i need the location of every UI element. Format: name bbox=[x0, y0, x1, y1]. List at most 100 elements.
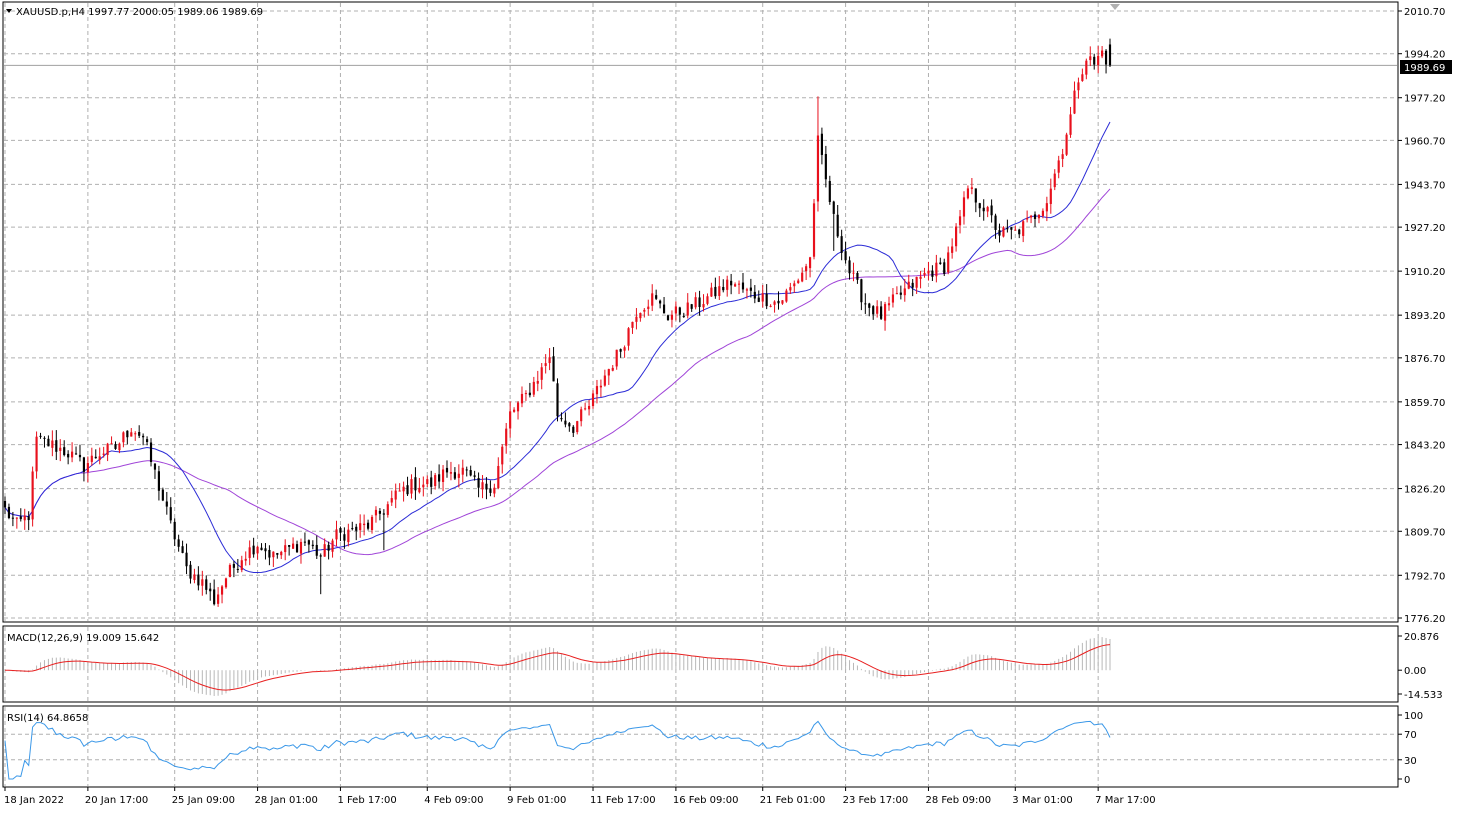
price-tick-label: 1859.70 bbox=[1404, 398, 1445, 409]
candle-body bbox=[280, 551, 283, 556]
candle-body bbox=[185, 552, 188, 567]
candle-body bbox=[331, 540, 334, 552]
candle-body bbox=[939, 262, 942, 264]
candle-body bbox=[169, 507, 172, 521]
candle-body bbox=[686, 302, 689, 316]
candle-body bbox=[264, 548, 267, 552]
ma-slow-line bbox=[4, 188, 1111, 556]
candle-body bbox=[19, 516, 22, 520]
candle-body bbox=[1061, 154, 1064, 159]
price-tick-label: 1960.70 bbox=[1404, 136, 1445, 147]
candle-body bbox=[737, 283, 741, 285]
candle-body bbox=[1041, 210, 1044, 216]
last-price-tag: 1989.69 bbox=[1400, 60, 1452, 74]
candle-body bbox=[615, 349, 618, 367]
candle-body bbox=[666, 315, 670, 321]
candle-body bbox=[236, 568, 239, 570]
candle-body bbox=[745, 289, 749, 291]
macd-panel-frame bbox=[2, 625, 1399, 703]
candle-body bbox=[856, 272, 859, 280]
candle-body bbox=[860, 279, 863, 303]
candle-body bbox=[157, 471, 160, 491]
shift-marker-icon[interactable] bbox=[1110, 4, 1120, 10]
candle-body bbox=[1069, 114, 1072, 135]
last-price-box bbox=[1400, 60, 1452, 74]
candle-body bbox=[714, 286, 717, 297]
price-panel-frame bbox=[2, 1, 1399, 623]
candle-body bbox=[674, 306, 677, 314]
candle-body bbox=[284, 545, 287, 553]
candle-body bbox=[907, 281, 910, 289]
candle-body bbox=[434, 475, 437, 486]
candle-body bbox=[473, 475, 476, 477]
grid-layer bbox=[4, 3, 1397, 786]
price-tick-label: 1843.20 bbox=[1404, 441, 1445, 452]
candle-body bbox=[730, 280, 733, 286]
candle-body bbox=[390, 498, 393, 503]
candle-body bbox=[1033, 214, 1037, 219]
candle-body bbox=[781, 300, 784, 304]
price-tick-label: 1910.20 bbox=[1404, 267, 1445, 278]
last-price-value: 1989.69 bbox=[1404, 63, 1445, 74]
chevron-down-icon[interactable] bbox=[6, 9, 12, 13]
candle-body bbox=[295, 544, 299, 553]
candle-body bbox=[560, 418, 563, 420]
candle-body bbox=[931, 270, 934, 277]
price-tick-label: 1994.20 bbox=[1404, 50, 1445, 61]
candle-body bbox=[244, 558, 247, 561]
candle-body bbox=[130, 432, 133, 437]
candle-body bbox=[978, 203, 981, 209]
candle-body bbox=[386, 504, 389, 515]
candle-body bbox=[868, 303, 871, 308]
candle-body bbox=[453, 472, 456, 479]
candle-body bbox=[102, 453, 105, 455]
candle-body bbox=[335, 529, 338, 540]
candle-body bbox=[430, 477, 433, 487]
candle-body bbox=[98, 456, 101, 461]
time-tick-label: 18 Jan 2022 bbox=[4, 795, 64, 806]
candle-body bbox=[177, 539, 180, 547]
candle-body bbox=[382, 513, 385, 515]
symbol-header[interactable]: XAUUSD.p,H4 1997.77 2000.05 1989.06 1989… bbox=[6, 7, 263, 18]
candle-body bbox=[201, 579, 204, 586]
candle-body bbox=[1077, 82, 1080, 91]
candle-body bbox=[142, 435, 145, 438]
candle-body bbox=[883, 304, 887, 321]
candle-body bbox=[994, 215, 997, 230]
candle-body bbox=[718, 286, 721, 296]
candle-body bbox=[962, 197, 966, 217]
candle-body bbox=[726, 279, 729, 290]
candle-body bbox=[532, 381, 535, 395]
candle-body bbox=[899, 292, 902, 295]
candle-body bbox=[114, 444, 117, 449]
candle-body bbox=[777, 300, 780, 304]
candle-body bbox=[134, 433, 137, 435]
candle-body bbox=[544, 363, 547, 366]
candle-body bbox=[138, 432, 141, 436]
candle-body bbox=[966, 188, 970, 199]
candle-body bbox=[556, 383, 559, 417]
candle-body bbox=[63, 447, 66, 456]
candle-body bbox=[820, 133, 823, 155]
price-tick-label: 1776.20 bbox=[1404, 614, 1445, 625]
candle-body bbox=[217, 594, 220, 604]
candle-body bbox=[710, 287, 713, 297]
candle-body bbox=[540, 367, 543, 380]
candle-body bbox=[3, 501, 7, 508]
candle-body bbox=[402, 486, 405, 492]
candle-body bbox=[769, 305, 772, 307]
price-tick-label: 1792.70 bbox=[1404, 571, 1445, 582]
time-tick-label: 4 Feb 09:00 bbox=[424, 795, 483, 806]
candle-body bbox=[801, 272, 804, 282]
candle-body bbox=[398, 490, 401, 492]
candle-body bbox=[516, 402, 520, 412]
candle-body bbox=[240, 560, 243, 571]
candle-body bbox=[793, 283, 796, 287]
candle-body bbox=[1045, 203, 1048, 212]
candle-body bbox=[765, 293, 768, 307]
candle-body bbox=[469, 470, 472, 476]
candle-body bbox=[406, 485, 409, 495]
price-tick-label: 1943.70 bbox=[1404, 180, 1445, 191]
